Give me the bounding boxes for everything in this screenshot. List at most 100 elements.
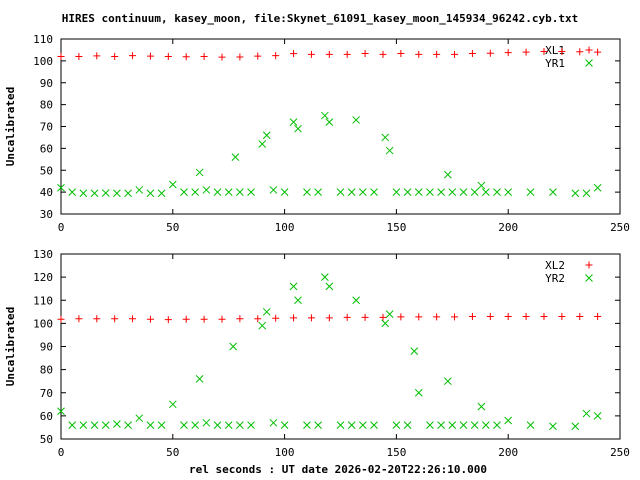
point-yr2-33 xyxy=(359,421,367,429)
point-yr1-39 xyxy=(414,188,423,196)
point-yr1-4 xyxy=(101,189,110,197)
legend-label-xl2: XL2 xyxy=(545,259,565,272)
point-xl1-7 xyxy=(182,53,190,61)
legend-marker-yr2 xyxy=(585,274,593,282)
point-yr1-33 xyxy=(359,188,367,196)
point-yr2-4 xyxy=(101,421,110,429)
point-yr1-19 xyxy=(247,188,255,196)
point-yr1-32 xyxy=(352,116,361,124)
chart-title: HIRES continuum, kasey_moon, file:Skynet… xyxy=(61,12,579,25)
point-xl1-8 xyxy=(200,53,208,60)
y-tick-label-2-1: 60 xyxy=(40,410,53,423)
point-xl2-24 xyxy=(486,312,494,320)
y-tick-label-1-1: 40 xyxy=(40,186,53,199)
point-yr1-54 xyxy=(593,183,602,192)
point-xl2-23 xyxy=(468,312,476,320)
point-yr1-26 xyxy=(303,188,311,196)
point-xl1-29 xyxy=(576,48,584,56)
y-tick-label-1-4: 70 xyxy=(40,121,53,134)
point-yr1-28 xyxy=(320,111,329,120)
point-yr2-47 xyxy=(477,402,486,411)
point-yr2-30 xyxy=(336,421,345,429)
point-xl2-8 xyxy=(200,315,208,323)
point-yr1-8 xyxy=(146,189,155,198)
point-yr2-38 xyxy=(403,421,412,429)
point-yr2-28 xyxy=(320,273,329,281)
point-yr2-14 xyxy=(202,418,211,427)
point-yr1-25 xyxy=(294,124,302,133)
point-yr2-23 xyxy=(280,421,289,429)
point-yr2-15 xyxy=(213,421,222,429)
point-yr1-29 xyxy=(325,118,334,126)
legend-label-yr2: YR2 xyxy=(545,272,565,285)
point-xl2-20 xyxy=(415,313,423,321)
point-xl2-5 xyxy=(146,315,154,323)
point-xl2-27 xyxy=(540,312,548,320)
point-yr1-49 xyxy=(504,188,513,196)
point-yr2-7 xyxy=(135,414,144,423)
x-tick-label-1-5: 250 xyxy=(610,221,630,234)
point-xl1-17 xyxy=(361,49,369,57)
point-yr2-0 xyxy=(57,407,65,416)
plot-frame-1 xyxy=(60,38,621,215)
point-yr1-46 xyxy=(477,181,486,190)
point-yr1-51 xyxy=(549,188,557,196)
point-yr1-1 xyxy=(68,188,77,196)
point-yr1-10 xyxy=(168,180,177,189)
x-tick-label-2-5: 250 xyxy=(610,446,630,459)
point-yr1-31 xyxy=(347,188,356,196)
point-xl2-15 xyxy=(325,314,333,322)
legend-label-xl1: XL1 xyxy=(545,44,565,57)
point-xl2-29 xyxy=(576,312,584,320)
point-xl2-18 xyxy=(379,313,387,321)
point-yr2-6 xyxy=(124,421,132,429)
point-yr2-8 xyxy=(146,421,155,429)
point-xl1-21 xyxy=(433,50,441,58)
point-yr1-23 xyxy=(280,188,289,196)
y-tick-label-1-5: 80 xyxy=(40,99,53,112)
y-axis-label-1: Uncalibrated xyxy=(4,87,17,166)
point-yr1-36 xyxy=(385,146,394,155)
point-xl1-20 xyxy=(415,50,423,58)
point-xl1-25 xyxy=(504,49,512,57)
point-yr2-39 xyxy=(410,347,419,355)
point-yr1-53 xyxy=(582,189,591,198)
plot-frame-2 xyxy=(60,253,621,440)
point-yr1-2 xyxy=(79,189,88,198)
point-xl1-24 xyxy=(486,49,494,57)
point-yr2-48 xyxy=(481,421,490,429)
point-yr2-2 xyxy=(79,421,88,429)
point-yr2-3 xyxy=(90,421,99,429)
point-yr2-11 xyxy=(180,421,188,429)
point-yr2-24 xyxy=(289,282,298,291)
point-xl2-12 xyxy=(272,314,280,322)
point-xl2-28 xyxy=(558,312,566,320)
point-xl1-16 xyxy=(343,50,351,58)
point-xl1-28 xyxy=(558,47,566,55)
point-yr2-53 xyxy=(571,422,580,431)
point-xl1-27 xyxy=(540,47,548,55)
y-tick-label-1-6: 90 xyxy=(40,77,53,90)
point-xl1-30 xyxy=(594,48,602,56)
point-yr1-35 xyxy=(381,133,390,142)
point-yr1-12 xyxy=(191,188,200,196)
point-yr2-12 xyxy=(191,421,200,429)
point-yr2-19 xyxy=(247,421,255,429)
point-yr2-32 xyxy=(352,296,361,305)
point-xl2-13 xyxy=(290,314,298,322)
point-xl1-22 xyxy=(451,50,459,58)
point-yr2-43 xyxy=(443,377,452,386)
point-xl1-6 xyxy=(164,53,172,60)
point-yr2-51 xyxy=(526,421,535,429)
point-xl2-1 xyxy=(75,315,83,323)
point-xl1-19 xyxy=(397,49,405,57)
point-xl1-23 xyxy=(468,49,476,57)
point-yr1-37 xyxy=(392,188,401,196)
y-tick-label-2-4: 90 xyxy=(40,341,53,354)
point-xl1-2 xyxy=(93,52,101,60)
y-tick-label-1-7: 100 xyxy=(33,55,53,68)
point-yr1-50 xyxy=(526,188,535,196)
legend-marker-yr1 xyxy=(585,59,593,67)
x-tick-label-1-1: 50 xyxy=(166,221,179,234)
